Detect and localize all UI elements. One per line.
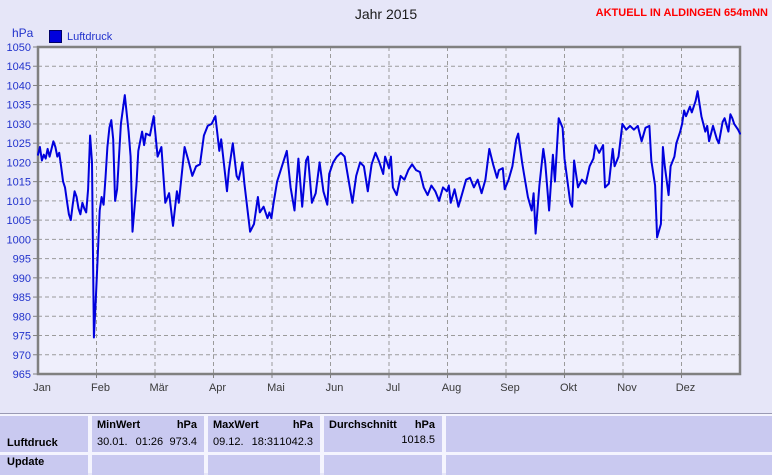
svg-text:Okt: Okt [560,382,577,394]
svg-text:1020: 1020 [7,157,31,169]
table-row-clipped: Update [0,455,772,475]
svg-text:1030: 1030 [7,119,31,131]
minwert-time: 01:26 [135,436,164,448]
minwert-cell: MinWert hPa 30.01. 01:26 973.4 [92,416,204,452]
durchschnitt-cell: Durchschnitt hPa 1018.5 [324,416,442,452]
maxwert-unit: hPa [292,419,313,431]
y-axis-unit-label: hPa [12,26,34,40]
svg-text:Jan: Jan [33,382,51,394]
svg-text:1035: 1035 [7,100,31,112]
durchschnitt-value: 1018.5 [401,434,435,446]
durchschnitt-unit: hPa [414,419,435,431]
sensor-label-cell: Luftdruck [0,416,88,452]
svg-text:1045: 1045 [7,61,31,73]
summary-table: Luftdruck MinWert hPa 30.01. 01:26 973.4… [0,413,772,475]
svg-text:975: 975 [13,331,31,343]
pressure-line-chart: 965 970 975 980 985 990 995 1000 1005 1010 1015 102… [7,42,742,394]
svg-text:Aug: Aug [442,382,462,394]
svg-text:980: 980 [13,311,31,323]
clipped-cell [446,455,772,475]
sensor-label: Luftdruck [7,437,58,449]
table-row: Luftdruck MinWert hPa 30.01. 01:26 973.4… [0,416,772,452]
empty-cell [446,416,772,452]
svg-text:970: 970 [13,350,31,362]
minwert-header: MinWert [97,419,141,431]
maxwert-header: MaxWert [213,419,259,431]
svg-text:1050: 1050 [7,42,31,54]
svg-text:Apr: Apr [209,382,226,394]
svg-text:1005: 1005 [7,215,31,227]
svg-text:Dez: Dez [676,382,696,394]
svg-text:Sep: Sep [500,382,520,394]
svg-text:1010: 1010 [7,196,31,208]
maxwert-cell: MaxWert hPa 09.12. 18:31 1042.3 [208,416,320,452]
maxwert-time: 18:31 [251,436,280,448]
maxwert-value: 1042.3 [279,436,313,448]
svg-text:Jul: Jul [386,382,400,394]
legend-swatch-icon [49,30,62,43]
maxwert-date: 09.12. [213,436,244,448]
station-banner: AKTUELL IN ALDINGEN 654mNN [595,7,768,19]
svg-text:965: 965 [13,369,31,381]
clipped-label-cell: Update [0,455,88,475]
svg-text:1000: 1000 [7,234,31,246]
minwert-unit: hPa [176,419,197,431]
svg-text:Mär: Mär [150,382,169,394]
clipped-cell [92,455,204,475]
svg-text:1025: 1025 [7,138,31,150]
svg-text:Feb: Feb [91,382,110,394]
svg-text:1040: 1040 [7,80,31,92]
svg-text:985: 985 [13,292,31,304]
legend: Luftdruck [49,30,112,43]
durchschnitt-header: Durchschnitt [329,419,397,431]
chart-title: Jahr 2015 [354,6,418,22]
minwert-value: 973.4 [169,436,197,448]
svg-text:1015: 1015 [7,177,31,189]
minwert-date: 30.01. [97,436,128,448]
svg-text:Jun: Jun [326,382,344,394]
clipped-cell [208,455,320,475]
clipped-cell [324,455,442,475]
svg-text:Nov: Nov [617,382,637,394]
svg-text:990: 990 [13,273,31,285]
svg-text:995: 995 [13,254,31,266]
legend-label: Luftdruck [67,30,113,43]
svg-text:Mai: Mai [267,382,285,394]
